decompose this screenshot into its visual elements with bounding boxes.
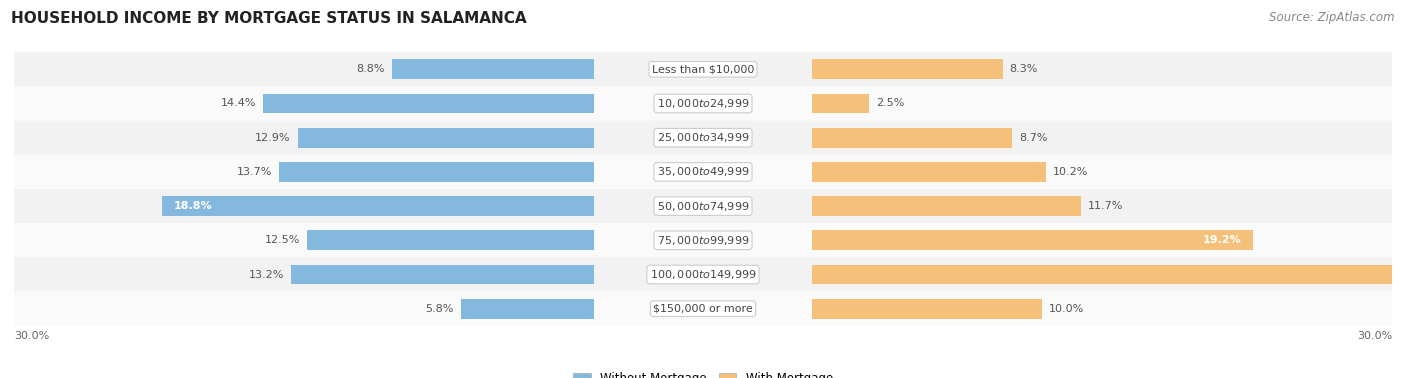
FancyBboxPatch shape [14, 52, 1392, 87]
Text: 27.7%: 27.7% [1398, 270, 1406, 279]
FancyBboxPatch shape [14, 121, 1392, 155]
Bar [263, 94, 593, 113]
Legend: Without Mortgage, With Mortgage: Without Mortgage, With Mortgage [568, 367, 838, 378]
Bar [813, 265, 1406, 284]
Bar [813, 59, 1002, 79]
Text: 2.5%: 2.5% [876, 99, 904, 108]
Text: 11.7%: 11.7% [1088, 201, 1123, 211]
Text: 14.4%: 14.4% [221, 99, 256, 108]
Text: 5.8%: 5.8% [426, 304, 454, 314]
Text: 12.5%: 12.5% [264, 235, 299, 245]
Text: 13.7%: 13.7% [238, 167, 273, 177]
FancyBboxPatch shape [14, 257, 1392, 291]
Bar [813, 299, 1042, 319]
Text: 30.0%: 30.0% [1357, 331, 1392, 341]
Text: 8.7%: 8.7% [1019, 133, 1047, 143]
Text: $75,000 to $99,999: $75,000 to $99,999 [657, 234, 749, 247]
Text: Source: ZipAtlas.com: Source: ZipAtlas.com [1270, 11, 1395, 24]
FancyBboxPatch shape [14, 223, 1392, 257]
Text: 19.2%: 19.2% [1202, 235, 1241, 245]
Text: $150,000 or more: $150,000 or more [654, 304, 752, 314]
Text: $10,000 to $24,999: $10,000 to $24,999 [657, 97, 749, 110]
Text: 10.2%: 10.2% [1053, 167, 1088, 177]
Bar [461, 299, 593, 319]
Text: $50,000 to $74,999: $50,000 to $74,999 [657, 200, 749, 212]
Bar [291, 265, 593, 284]
Text: 8.3%: 8.3% [1010, 64, 1038, 74]
Bar [307, 230, 593, 250]
Bar [392, 59, 593, 79]
Text: HOUSEHOLD INCOME BY MORTGAGE STATUS IN SALAMANCA: HOUSEHOLD INCOME BY MORTGAGE STATUS IN S… [11, 11, 527, 26]
FancyBboxPatch shape [14, 155, 1392, 189]
Bar [813, 196, 1081, 216]
Text: 8.8%: 8.8% [357, 64, 385, 74]
FancyBboxPatch shape [14, 189, 1392, 223]
Text: 10.0%: 10.0% [1049, 304, 1084, 314]
Text: 12.9%: 12.9% [256, 133, 291, 143]
Bar [813, 162, 1046, 182]
Text: $100,000 to $149,999: $100,000 to $149,999 [650, 268, 756, 281]
Text: 18.8%: 18.8% [174, 201, 212, 211]
Bar [813, 128, 1012, 148]
Text: $35,000 to $49,999: $35,000 to $49,999 [657, 166, 749, 178]
Text: Less than $10,000: Less than $10,000 [652, 64, 754, 74]
Bar [813, 230, 1253, 250]
Bar [298, 128, 593, 148]
Bar [280, 162, 593, 182]
FancyBboxPatch shape [14, 291, 1392, 326]
Text: 30.0%: 30.0% [14, 331, 49, 341]
Text: 13.2%: 13.2% [249, 270, 284, 279]
FancyBboxPatch shape [14, 87, 1392, 121]
Text: $25,000 to $34,999: $25,000 to $34,999 [657, 131, 749, 144]
Bar [162, 196, 593, 216]
Bar [813, 94, 869, 113]
